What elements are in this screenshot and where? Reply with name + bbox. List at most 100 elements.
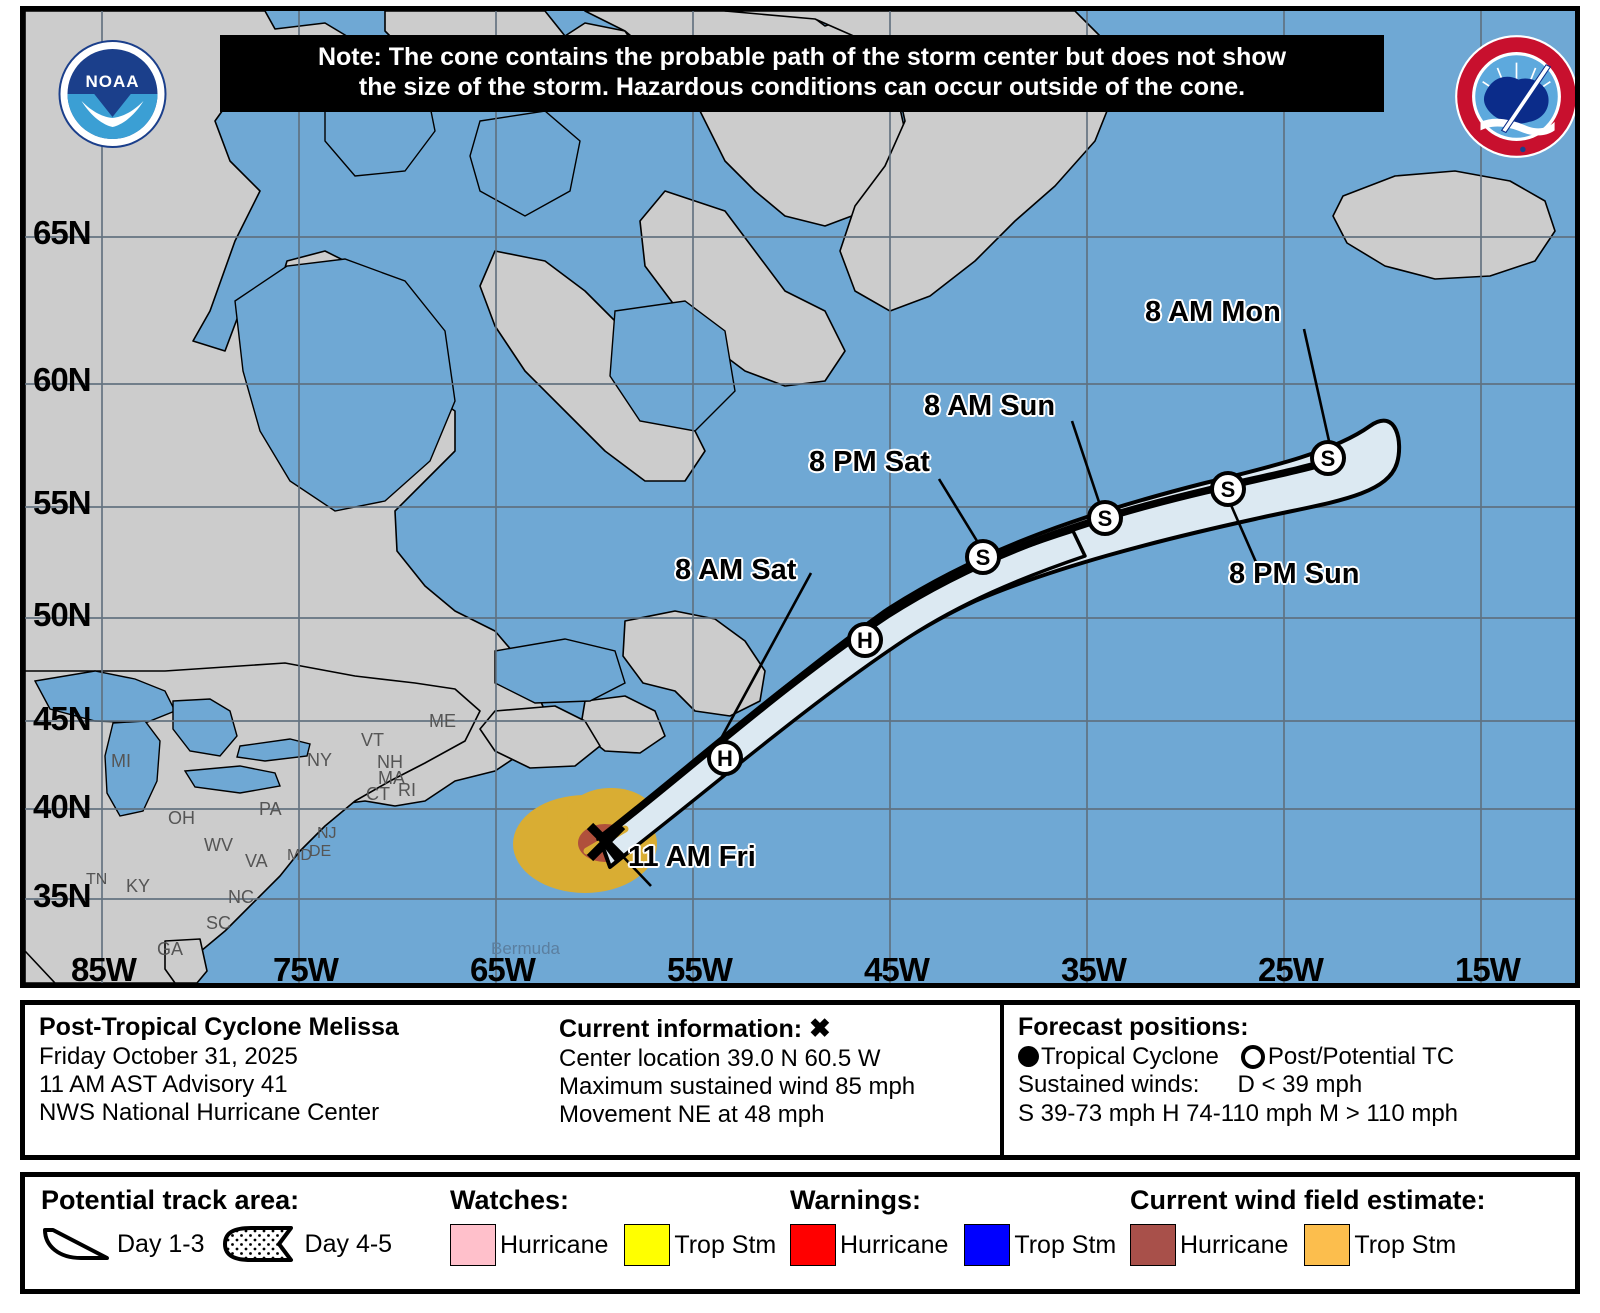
legend-day45: Day 4-5 <box>221 1224 393 1264</box>
legend-panel: Potential track area: Day 1-3 <box>20 1172 1580 1294</box>
warning-hurricane-swatch <box>790 1224 836 1266</box>
watch-tropstm-label: Trop Stm <box>674 1230 777 1259</box>
lon-label-45W: 45W <box>864 951 930 988</box>
max-sustained-wind: Maximum sustained wind 85 mph <box>559 1072 916 1100</box>
forecast-positions-heading: Forecast positions: <box>1018 1013 1249 1041</box>
state-label-MA: MA <box>378 768 405 788</box>
wind-field-legend: Current wind field estimate: Hurricane T… <box>1130 1185 1486 1266</box>
sustained-winds-label: Sustained winds: <box>1018 1071 1200 1099</box>
state-label-SC: SC <box>206 913 232 933</box>
watch-hurricane-swatch <box>450 1224 496 1266</box>
lat-label-65N: 65N <box>33 214 92 251</box>
forecast-symbol-row: Tropical Cyclone Post/Potential TC <box>1018 1043 1575 1072</box>
state-label-VA: VA <box>245 851 268 871</box>
current-information-column: Current information: ✖ Center location 3… <box>545 1005 1000 1155</box>
leader-8pm-sat <box>937 478 979 542</box>
filled-circle-icon <box>1018 1046 1039 1068</box>
lat-label-50N: 50N <box>33 596 92 633</box>
svg-text:S: S <box>1321 446 1336 471</box>
day13-label: Day 1-3 <box>117 1229 205 1258</box>
svg-text:H: H <box>717 746 733 771</box>
leader-8am-sat <box>716 572 813 745</box>
storm-date: Friday October 31, 2025 <box>39 1042 298 1070</box>
cone-day45-icon <box>222 1226 293 1262</box>
marker-S-1: S <box>965 539 1001 575</box>
forecast-map[interactable]: H H S S S <box>20 6 1580 988</box>
hudson-bay <box>234 258 456 512</box>
current-information-heading: Current information: ✖ <box>559 1013 1000 1045</box>
state-label-PA: PA <box>259 799 282 819</box>
current-information-label: Current information: <box>559 1015 803 1043</box>
wind-field-heading: Current wind field estimate: <box>1130 1185 1486 1215</box>
noaa-logo: NOAA <box>58 40 167 148</box>
lake-erie <box>183 765 281 794</box>
warnings-heading: Warnings: <box>790 1185 921 1215</box>
potential-track-heading: Potential track area: <box>41 1185 300 1215</box>
state-label-NC: NC <box>228 887 254 907</box>
state-label-RI: RI <box>398 780 416 800</box>
storm-identity-column: Post-Tropical Cyclone Melissa Friday Oct… <box>25 1005 545 1155</box>
track-label-8am-mon: 8 AM Mon <box>1145 296 1281 328</box>
lon-label-25W: 25W <box>1258 951 1324 988</box>
forecast-positions-column: Forecast positions: Tropical Cyclone Pos… <box>1000 1005 1575 1155</box>
marker-H-1: H <box>707 740 743 776</box>
storm-advisory: 11 AM AST Advisory 41 <box>39 1070 288 1098</box>
lake-michigan <box>104 720 161 817</box>
state-label-NY: NY <box>307 750 333 770</box>
warning-tropstm-swatch <box>964 1224 1011 1266</box>
leader-11am-fri <box>612 845 652 887</box>
windfield-tropstm: Trop Stm <box>1304 1224 1456 1266</box>
watches-heading: Watches: <box>450 1185 570 1215</box>
watch-hurricane: Hurricane <box>450 1224 608 1266</box>
lat-label-55N: 55N <box>33 484 92 521</box>
watches-legend: Watches: Hurricane Trop Stm <box>450 1185 792 1266</box>
warning-tropstm: Trop Stm <box>964 1224 1116 1266</box>
day45-label: Day 4-5 <box>304 1229 393 1258</box>
track-label-11am-fri: 11 AM Fri <box>628 841 756 873</box>
gulf-st-lawrence <box>494 638 626 704</box>
lon-label-55W: 55W <box>667 951 733 988</box>
lon-label-65W: 65W <box>470 951 536 988</box>
lon-label-85W: 85W <box>71 951 137 988</box>
nws-logo <box>1455 35 1575 158</box>
marker-current-position-x <box>586 822 626 862</box>
arctic-island-3 <box>479 250 706 482</box>
state-label-NJ: NJ <box>317 825 337 842</box>
current-position-x-icon: ✖ <box>809 1013 831 1043</box>
center-location: Center location 39.0 N 60.5 W <box>559 1044 881 1072</box>
florida <box>164 938 208 983</box>
warning-tropstm-label: Trop Stm <box>1014 1230 1117 1259</box>
track-label-8am-sat: 8 AM Sat <box>675 554 797 586</box>
lon-label-15W: 15W <box>1455 951 1521 988</box>
tropical-cyclone-label: Tropical Cyclone <box>1041 1042 1219 1070</box>
windfield-tropstm-swatch <box>1304 1224 1351 1266</box>
state-label-DE: DE <box>309 843 332 860</box>
track-label-8pm-sat: 8 PM Sat <box>809 446 930 478</box>
marker-S-3: S <box>1210 471 1246 507</box>
lat-label-40N: 40N <box>33 788 92 825</box>
grid-lines <box>25 11 1575 983</box>
state-label-TN: TN <box>86 871 108 888</box>
lake-huron <box>172 698 238 757</box>
leader-8am-mon <box>1302 328 1331 442</box>
svg-text:S: S <box>1098 506 1113 531</box>
movement: Movement NE at 48 mph <box>559 1101 825 1129</box>
state-label-MD: MD <box>287 847 312 864</box>
storm-agency: NWS National Hurricane Center <box>39 1099 380 1127</box>
wind-category-d: D < 39 mph <box>1237 1071 1363 1099</box>
marker-H-2: H <box>847 622 883 658</box>
state-label-GA: GA <box>157 939 184 959</box>
sustained-winds-row: Sustained winds: D < 39 mph <box>1018 1071 1575 1100</box>
iceland <box>1332 170 1556 280</box>
leader-8pm-sun <box>1229 504 1261 570</box>
lon-label-35W: 35W <box>1061 951 1127 988</box>
svg-text:S: S <box>1221 477 1236 502</box>
state-label-NH: NH <box>377 752 403 772</box>
storm-name: Post-Tropical Cyclone Melissa <box>39 1013 399 1041</box>
note-line-2: the size of the storm. Hazardous conditi… <box>358 72 1246 101</box>
lat-label-35N: 35N <box>33 877 92 914</box>
warning-hurricane-label: Hurricane <box>840 1230 949 1259</box>
track-label-8pm-sun: 8 PM Sun <box>1229 558 1360 590</box>
state-label-WV: WV <box>204 835 233 855</box>
